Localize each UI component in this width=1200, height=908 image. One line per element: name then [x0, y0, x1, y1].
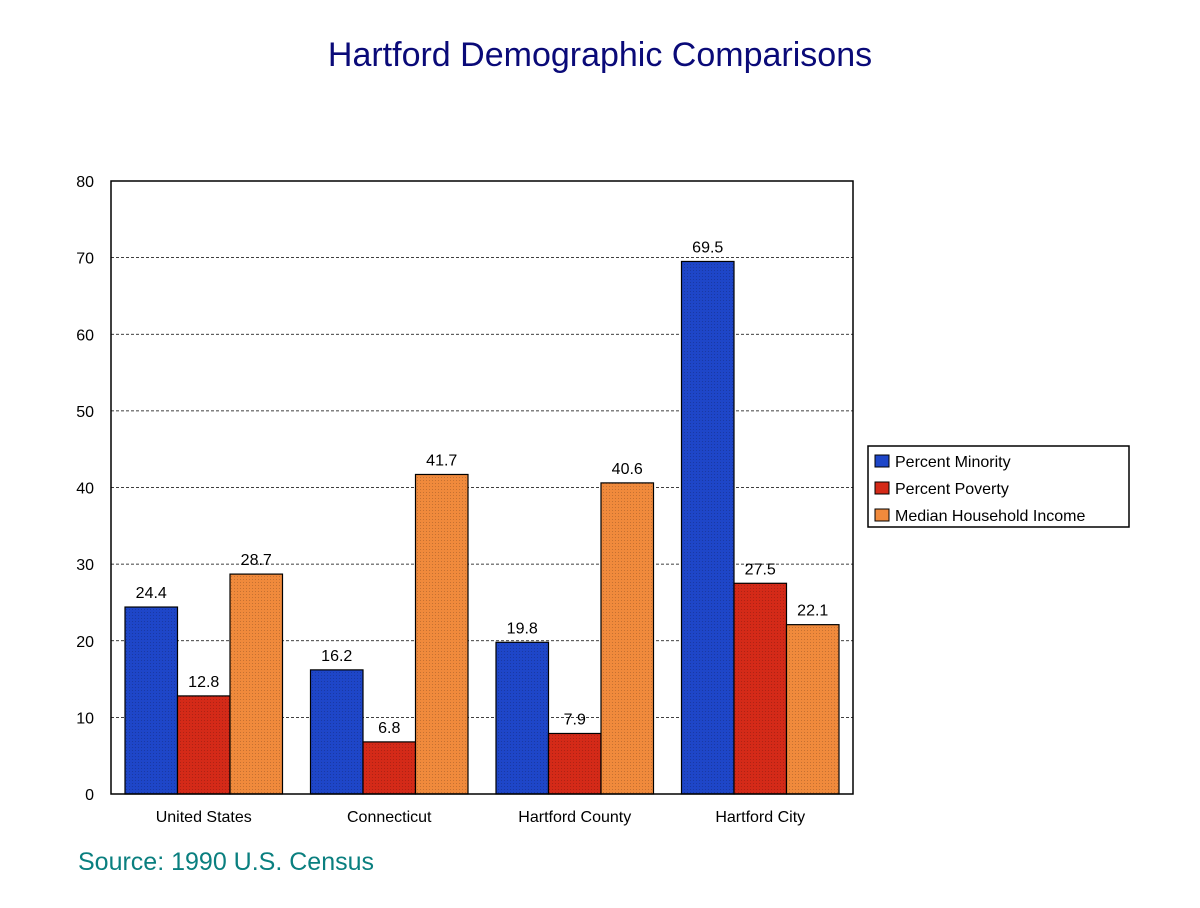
x-tick-label: Hartford County — [518, 809, 631, 826]
bar — [414, 473, 469, 795]
x-tick-label: United States — [156, 809, 252, 826]
data-label: 24.4 — [136, 585, 167, 602]
data-label: 22.1 — [797, 603, 828, 620]
legend-swatch — [874, 508, 890, 522]
legend-box — [867, 445, 1130, 528]
data-label: 28.7 — [241, 552, 272, 569]
data-label: 41.7 — [426, 452, 457, 469]
x-tick-label: Connecticut — [347, 809, 432, 826]
bar — [176, 695, 231, 795]
y-tick-label: 80 — [76, 174, 94, 191]
legend-swatch — [874, 454, 890, 468]
data-label: 16.2 — [321, 648, 352, 665]
bar — [733, 582, 788, 795]
data-label: 12.8 — [188, 674, 219, 691]
y-tick-label: 30 — [76, 557, 94, 574]
legend-label: Percent Poverty — [895, 481, 1009, 498]
y-tick-label: 40 — [76, 481, 94, 498]
legend: Percent Minority Percent Poverty Median Ho… — [867, 445, 1130, 528]
chart-title: Hartford Demographic Comparisons — [328, 36, 872, 74]
y-axis: 0 10 20 30 40 50 60 70 80 — [76, 174, 94, 804]
bar — [785, 624, 840, 795]
data-label: 40.6 — [612, 461, 643, 478]
data-label: 6.8 — [378, 720, 400, 737]
bar — [124, 606, 179, 795]
plot-frame — [110, 180, 854, 795]
bars — [124, 260, 840, 795]
grid-lines — [111, 257, 853, 718]
bar — [229, 573, 284, 795]
data-label: 27.5 — [745, 561, 776, 578]
y-tick-label: 10 — [76, 710, 94, 727]
data-label: 19.8 — [507, 620, 538, 637]
data-label: 69.5 — [692, 239, 723, 256]
y-tick-label: 0 — [85, 787, 94, 804]
bar — [495, 641, 550, 795]
data-labels: 24.4 12.8 28.7 16.2 6.8 41.7 19.8 7.9 40.6 69.5 27… — [136, 239, 829, 736]
bar — [600, 482, 655, 795]
y-tick-label: 60 — [76, 327, 94, 344]
x-axis: United States Connecticut Hartford County H… — [156, 809, 805, 826]
bar — [680, 260, 735, 795]
x-tick-label: Hartford City — [715, 809, 805, 826]
bar — [362, 741, 417, 795]
bar — [309, 669, 364, 795]
y-tick-label: 50 — [76, 404, 94, 421]
y-tick-label: 20 — [76, 634, 94, 651]
source-note: Source: 1990 U.S. Census — [78, 848, 374, 876]
legend-label: Median Household Income — [895, 508, 1085, 525]
legend-label: Percent Minority — [895, 454, 1011, 471]
bar — [547, 732, 602, 795]
data-label: 7.9 — [564, 711, 586, 728]
y-tick-label: 70 — [76, 251, 94, 268]
legend-swatch — [874, 481, 890, 495]
